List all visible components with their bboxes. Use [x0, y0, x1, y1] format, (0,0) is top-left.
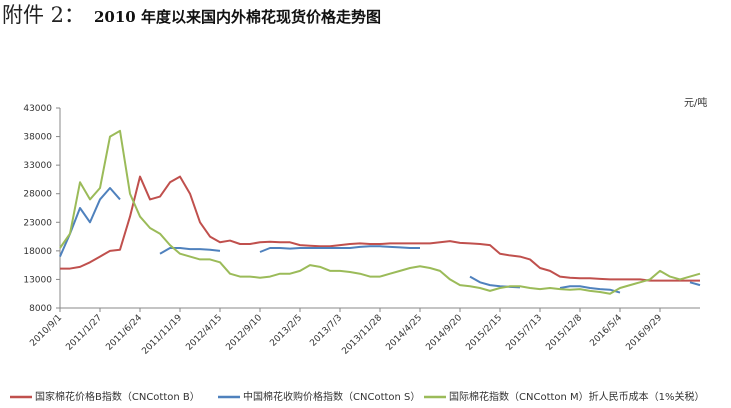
series-line [59, 129, 701, 295]
y-tick-label: 43000 [23, 104, 52, 114]
x-tick-label: 2016/9/29 [624, 313, 664, 353]
x-tick-label: 2013/11/28 [340, 313, 384, 357]
y-tick-label: 38000 [23, 133, 52, 143]
unit-label: 元/吨 [684, 96, 707, 109]
y-tick-label: 23000 [23, 218, 52, 228]
x-tick-label: 2010/9/1 [28, 313, 64, 349]
x-tick-label: 2013/7/3 [308, 313, 344, 349]
legend-label: 国际棉花指数（CNCotton M）折人民币成本（1%关税） [449, 390, 705, 403]
legend-label: 中国棉花收购价格指数（CNCotton S） [243, 390, 420, 403]
x-tick-label: 2011/1/27 [64, 313, 104, 353]
chart-title: 2010 年度以来国内外棉花现货价格走势图 [94, 8, 381, 26]
x-tick-label: 2015/7/13 [504, 313, 544, 353]
x-tick-label: 2015/12/8 [544, 313, 584, 353]
x-tick-label: 2014/4/25 [384, 313, 424, 353]
x-tick-label: 2013/2/5 [268, 313, 304, 349]
series-line [59, 187, 701, 294]
y-tick-label: 28000 [23, 190, 52, 200]
y-tick-label: 13000 [23, 275, 52, 285]
x-tick-label: 2015/2/15 [464, 313, 504, 353]
x-tick-label: 2016/5/4 [588, 313, 624, 349]
x-tick-label: 2014/9/20 [424, 313, 464, 353]
y-tick-label: 33000 [23, 161, 52, 171]
x-tick-label: 2012/9/10 [224, 313, 264, 353]
x-tick-label: 2011/6/24 [104, 313, 144, 353]
caption-label: 附件 2： [2, 3, 85, 27]
x-tick-label: 2011/11/19 [140, 313, 184, 357]
legend-label: 国家棉花价格B指数（CNCotton B） [35, 390, 200, 403]
y-tick-label: 8000 [29, 304, 52, 314]
series-line [60, 175, 700, 282]
y-tick-label: 18000 [23, 247, 52, 257]
x-tick-label: 2012/4/15 [184, 313, 224, 353]
